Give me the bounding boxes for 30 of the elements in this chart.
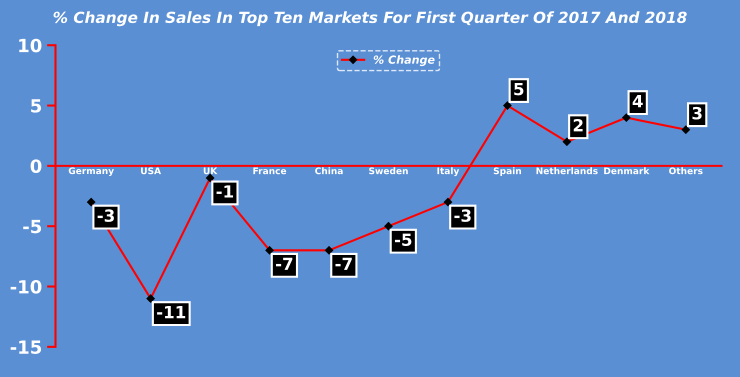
data-label: -5 (394, 234, 412, 246)
y-tick-label: 10 (19, 38, 42, 52)
legend-label: % Change (374, 55, 435, 66)
data-label: -11 (157, 306, 186, 318)
data-label: -3 (98, 209, 114, 222)
data-label: -1 (216, 185, 234, 198)
y-tick-label: -10 (10, 280, 42, 294)
data-label: 4 (632, 95, 643, 108)
x-tick-label: Sweden (369, 167, 408, 174)
y-tick-label: -15 (10, 340, 42, 354)
data-label: 5 (514, 83, 524, 96)
x-tick-label: Italy (437, 167, 460, 176)
y-tick-label: -5 (23, 220, 42, 234)
data-label: 3 (692, 106, 702, 120)
x-tick-label: UK (204, 168, 218, 174)
x-tick-label: Germany (68, 167, 114, 176)
data-label: 2 (574, 118, 583, 132)
x-tick-label: Netherlands (536, 167, 598, 174)
y-tick-label: 0 (30, 159, 42, 173)
x-tick-label: Denmark (604, 167, 650, 174)
y-tick-label: 5 (31, 99, 42, 113)
data-label: -7 (335, 258, 352, 270)
x-tick-label: France (253, 168, 286, 174)
x-tick-label: Spain (494, 167, 522, 176)
x-tick-label: USA (141, 167, 162, 174)
chart-title: % Change In Sales In Top Ten Markets For First Quarter Of 2017 And 2018 (54, 11, 687, 26)
data-label: -7 (276, 258, 292, 270)
data-label: -3 (454, 209, 471, 222)
x-tick-label: Others (669, 167, 703, 174)
x-tick-label: China (315, 167, 343, 174)
